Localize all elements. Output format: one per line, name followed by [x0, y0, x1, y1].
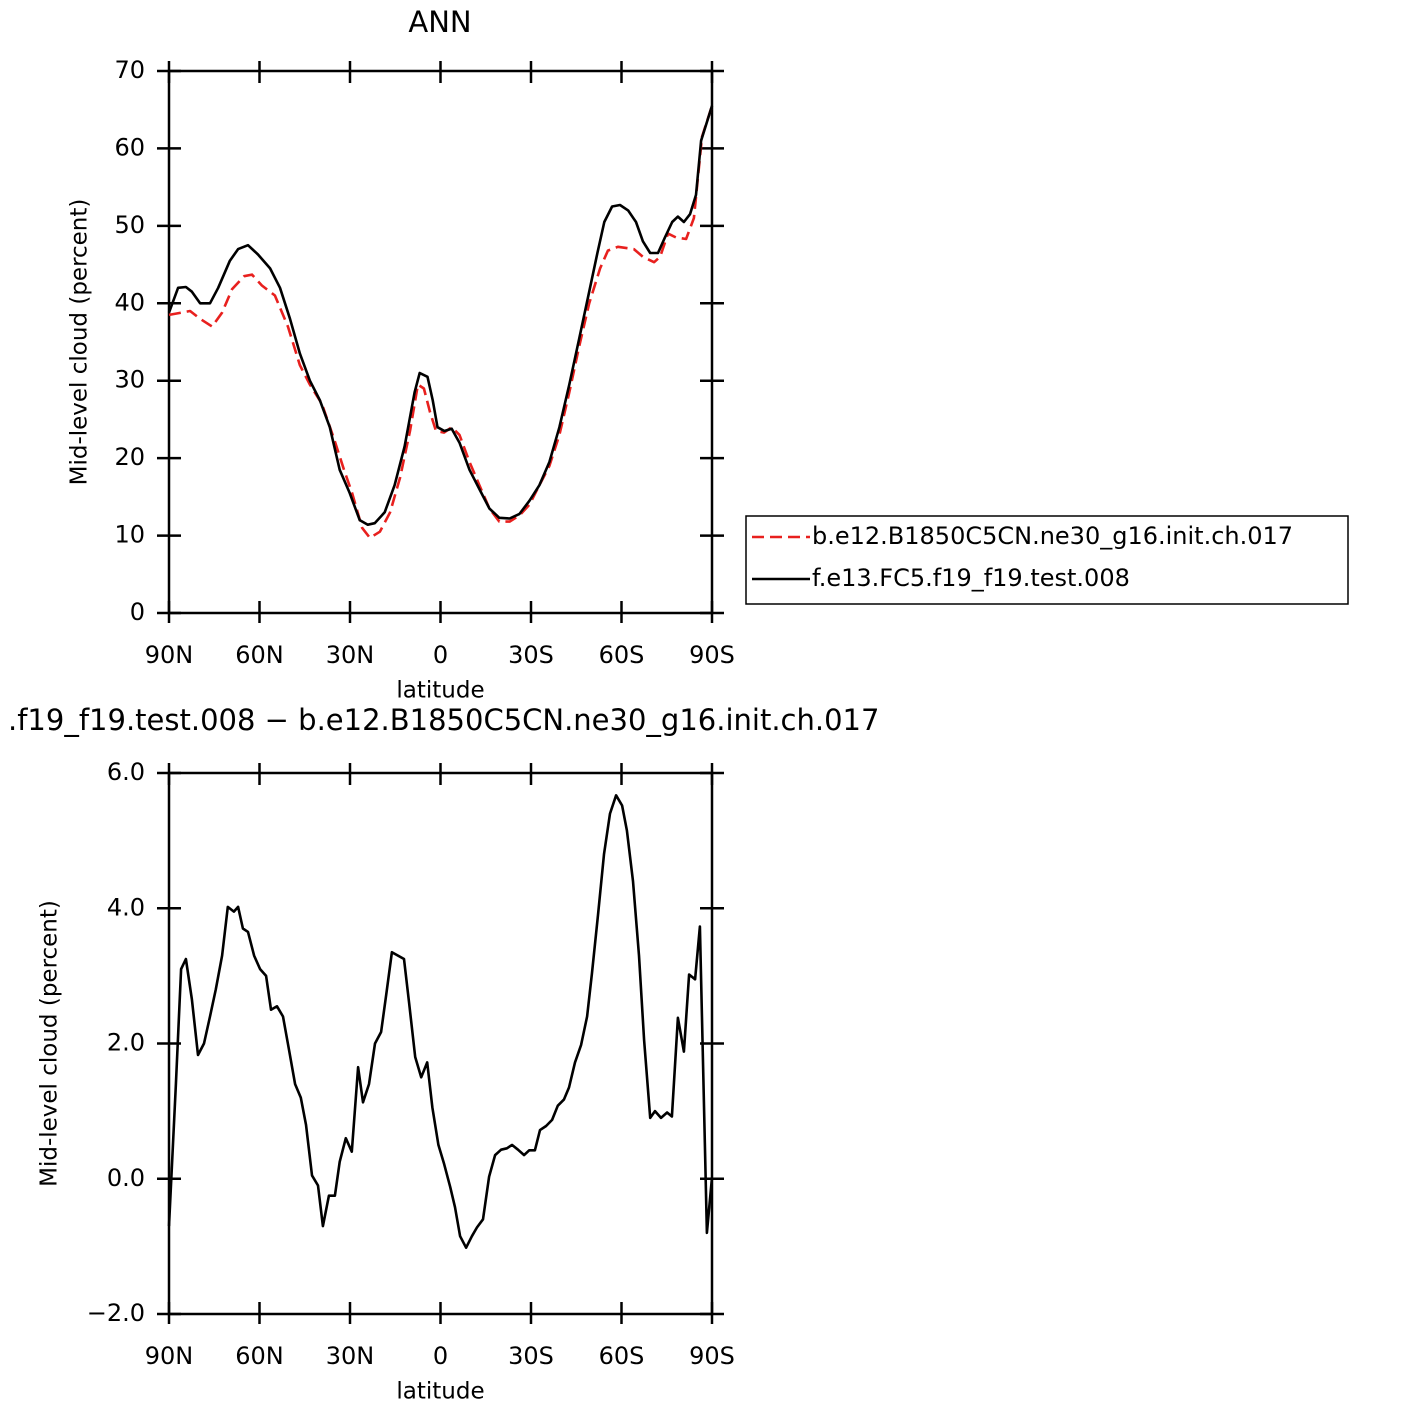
- y-axis-label: Mid-level cloud (percent): [37, 900, 63, 1187]
- legend-box: [745, 515, 1349, 605]
- y-tick-label: 40: [114, 288, 145, 316]
- x-tick-label: 60N: [235, 1342, 284, 1370]
- x-tick-label: 0: [433, 1342, 448, 1370]
- x-tick-label: 0: [433, 641, 448, 669]
- y-tick-label: 70: [114, 56, 145, 84]
- y-tick-label: 0: [130, 598, 145, 626]
- y-tick-label: 60: [114, 133, 145, 161]
- y-tick-label: 10: [114, 521, 145, 549]
- x-axis-label: latitude: [396, 678, 484, 704]
- x-tick-label: 30S: [508, 1342, 554, 1370]
- chart-title: ANN: [408, 5, 471, 39]
- y-tick-label: 0.0: [107, 1164, 145, 1192]
- x-tick-label: 60S: [599, 641, 645, 669]
- x-tick-label: 60S: [599, 1342, 645, 1370]
- x-tick-label: 30S: [508, 641, 554, 669]
- x-tick-label: 90S: [689, 641, 735, 669]
- legend-label: b.e12.B1850C5CN.ne30_g16.init.ch.017: [812, 522, 1293, 550]
- y-tick-label: −2.0: [87, 1299, 145, 1327]
- x-tick-label: 90S: [689, 1342, 735, 1370]
- x-tick-label: 30N: [326, 641, 375, 669]
- x-tick-label: 90N: [145, 1342, 194, 1370]
- data-line: [167, 105, 714, 526]
- legend-label: f.e13.FC5.f19_f19.test.008: [812, 564, 1130, 592]
- y-tick-label: 50: [114, 211, 145, 239]
- x-tick-label: 90N: [145, 641, 194, 669]
- x-axis-label: latitude: [396, 1379, 484, 1405]
- data-line: [168, 105, 714, 540]
- y-tick-label: 20: [114, 443, 145, 471]
- y-tick-label: 30: [114, 366, 145, 394]
- y-tick-label: 2.0: [107, 1029, 145, 1057]
- y-axis-label: Mid-level cloud (percent): [67, 199, 93, 486]
- plot-frame: [167, 771, 714, 1316]
- x-tick-label: 30N: [326, 1342, 375, 1370]
- data-line: [167, 794, 714, 1249]
- y-tick-label: 6.0: [107, 758, 145, 786]
- chart-title: .f19_f19.test.008 − b.e12.B1850C5CN.ne30…: [8, 703, 879, 737]
- y-tick-label: 4.0: [107, 893, 145, 921]
- x-tick-label: 60N: [235, 641, 284, 669]
- plot-frame: [167, 69, 714, 615]
